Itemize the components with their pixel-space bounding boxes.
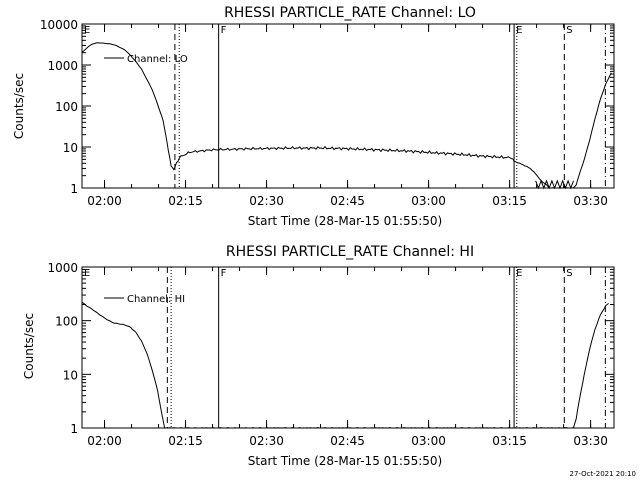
x-tick-label-hi: 03:30 <box>573 434 608 448</box>
event-marker-label-hi: F <box>221 268 227 279</box>
legend-text-hi: Channel: HI <box>127 294 185 305</box>
x-tick-label-lo: 03:15 <box>492 194 527 208</box>
series-line-hi <box>81 301 609 429</box>
footer-timestamp: 27-Oct-2021 20:10 <box>570 470 636 478</box>
x-tick-label-hi: 02:00 <box>87 434 122 448</box>
legend-text-lo: Channel: LO <box>127 54 188 65</box>
y-axis-label-hi: Counts/sec <box>22 313 36 379</box>
x-tick-label-hi: 02:15 <box>168 434 203 448</box>
y-tick-label-lo: 1 <box>70 182 78 196</box>
chart-title-hi: RHESSI PARTICLE_RATE Channel: HI <box>226 244 474 260</box>
event-marker-label-lo: F <box>221 25 227 36</box>
y-tick-label-lo: 100 <box>55 100 78 114</box>
y-tick-label-hi: 1 <box>70 422 78 436</box>
event-marker-label-hi: E <box>84 268 90 279</box>
chart-panel-lo: RHESSI PARTICLE_RATE Channel: LO Start T… <box>12 5 615 228</box>
x-tick-label-hi: 02:30 <box>249 434 284 448</box>
y-tick-label-hi: 100 <box>55 315 78 329</box>
y-tick-label-hi: 1000 <box>47 261 78 275</box>
chart-title-lo: RHESSI PARTICLE_RATE Channel: LO <box>224 5 476 21</box>
y-tick-label-lo: 1000 <box>47 59 78 73</box>
y-axis-label-lo: Counts/sec <box>12 73 26 139</box>
chart-panel-hi: RHESSI PARTICLE_RATE Channel: HI Start T… <box>22 244 615 468</box>
x-tick-label-lo: 03:30 <box>573 194 608 208</box>
axis-ticks-lo: 02:00 02:15 02:30 02:45 03:00 03:15 03:30 1 10 10… <box>40 18 614 208</box>
x-tick-label-lo: 03:00 <box>411 194 446 208</box>
y-tick-label-hi: 10 <box>63 368 78 382</box>
event-marker-label-hi: E <box>516 268 522 279</box>
series-layer-hi <box>81 301 609 429</box>
x-tick-label-hi: 03:15 <box>492 434 527 448</box>
plot-frame-lo <box>81 23 615 189</box>
x-tick-label-lo: 02:30 <box>249 194 284 208</box>
x-tick-label-lo: 02:45 <box>330 194 365 208</box>
event-marker-label-lo: S <box>566 25 572 36</box>
x-tick-label-hi: 03:00 <box>411 434 446 448</box>
x-tick-label-lo: 02:15 <box>168 194 203 208</box>
axis-ticks-hi: 02:00 02:15 02:30 02:45 03:00 03:15 03:30 1 10 10… <box>47 261 614 448</box>
plot-frame-hi <box>81 266 615 429</box>
x-tick-label-lo: 02:00 <box>87 194 122 208</box>
y-tick-label-lo: 10 <box>63 141 78 155</box>
x-tick-label-hi: 02:45 <box>330 434 365 448</box>
series-line-lo <box>81 42 612 189</box>
series-noise-lo <box>535 179 574 190</box>
x-axis-label-hi: Start Time (28-Mar-15 01:55:50) <box>248 454 442 468</box>
event-marker-label-lo: E <box>516 25 522 36</box>
event-marker-label-hi: S <box>566 268 572 279</box>
event-marker-label-lo: E <box>84 25 90 36</box>
y-tick-label-lo: 10000 <box>40 18 78 32</box>
x-axis-label-lo: Start Time (28-Mar-15 01:55:50) <box>248 214 442 228</box>
